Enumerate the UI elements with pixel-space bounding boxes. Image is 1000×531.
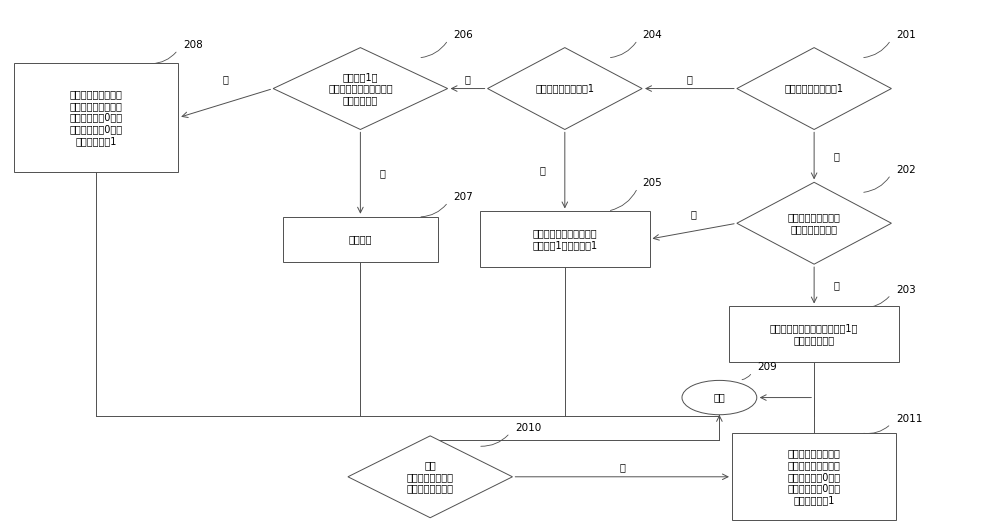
Text: 2010: 2010: [515, 423, 541, 433]
Text: 判断
计时器的计时是否
超过预设传输时长: 判断 计时器的计时是否 超过预设传输时长: [407, 460, 454, 493]
FancyBboxPatch shape: [732, 433, 896, 520]
Text: 保存长度数据，将长度标
识设置为1，计数器加1: 保存长度数据，将长度标 识设置为1，计数器加1: [532, 228, 597, 250]
Text: 保存数据: 保存数据: [349, 234, 372, 244]
Text: 205: 205: [643, 178, 662, 188]
Text: 否: 否: [833, 151, 839, 161]
Text: 206: 206: [453, 30, 473, 40]
Text: 209: 209: [757, 362, 777, 372]
FancyBboxPatch shape: [14, 64, 178, 172]
Polygon shape: [737, 182, 891, 264]
FancyBboxPatch shape: [729, 306, 899, 362]
Polygon shape: [273, 48, 448, 130]
Text: 判断帧头标识是否为1: 判断帧头标识是否为1: [785, 83, 844, 93]
FancyBboxPatch shape: [480, 211, 650, 267]
Text: 否: 否: [690, 209, 696, 219]
Text: 203: 203: [896, 285, 916, 295]
Text: 判断长度标识是否为1: 判断长度标识是否为1: [535, 83, 594, 93]
Text: 是: 是: [833, 280, 839, 290]
Text: 204: 204: [643, 30, 662, 40]
Text: 201: 201: [896, 30, 916, 40]
Text: 否: 否: [465, 74, 471, 84]
FancyBboxPatch shape: [283, 217, 438, 262]
Text: 207: 207: [453, 192, 473, 202]
Text: 2011: 2011: [896, 414, 922, 424]
Ellipse shape: [682, 380, 757, 415]
Text: 202: 202: [896, 165, 916, 175]
Polygon shape: [488, 48, 642, 130]
Text: 结束: 结束: [714, 392, 725, 402]
Text: 计数器加1，
判断计数器数值是否小于
数据帧的长度: 计数器加1， 判断计数器数值是否小于 数据帧的长度: [328, 72, 393, 105]
Text: 清除数据，计数器清
零，计时器清零，帧
头标识设置为0，长
度标识设置为0，完
成标识设置为1: 清除数据，计数器清 零，计时器清零，帧 头标识设置为0，长 度标识设置为0，完 …: [788, 449, 841, 505]
Text: 是: 是: [619, 463, 625, 472]
Polygon shape: [737, 48, 891, 130]
Text: 否: 否: [223, 74, 229, 84]
Text: 保存帧头，将帧头标识设置为1，
计时器开始计时: 保存帧头，将帧头标识设置为1， 计时器开始计时: [770, 323, 858, 345]
Text: 是: 是: [379, 168, 385, 178]
Text: 保存数据，计数器清
零，计时器清零，帧
头标识设置为0，长
度标识设置为0，完
成标识设置为1: 保存数据，计数器清 零，计时器清零，帧 头标识设置为0，长 度标识设置为0，完 …: [70, 89, 123, 146]
Text: 是: 是: [687, 74, 692, 84]
Polygon shape: [348, 436, 512, 518]
Text: 208: 208: [183, 40, 203, 50]
Text: 判断接收到的数据与
预设帧头是否相同: 判断接收到的数据与 预设帧头是否相同: [788, 212, 841, 234]
Text: 否: 否: [540, 166, 546, 175]
